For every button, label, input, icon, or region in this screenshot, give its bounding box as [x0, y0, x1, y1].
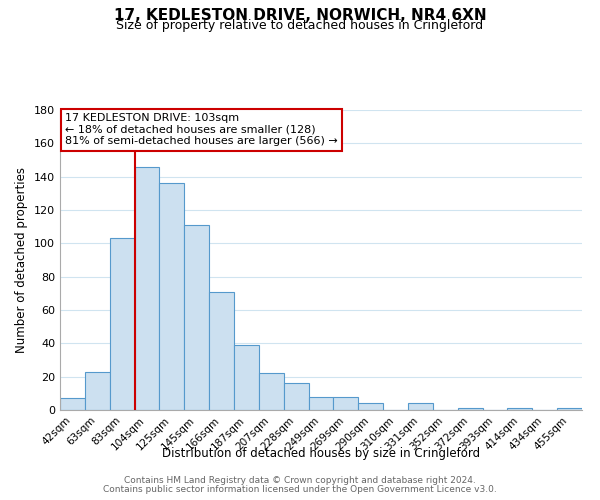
Bar	[209, 292, 234, 410]
Bar	[557, 408, 582, 410]
Bar	[308, 396, 334, 410]
Bar	[134, 166, 160, 410]
Text: Contains public sector information licensed under the Open Government Licence v3: Contains public sector information licen…	[103, 485, 497, 494]
Bar	[85, 372, 110, 410]
Bar	[259, 374, 284, 410]
Bar	[160, 184, 184, 410]
Bar	[110, 238, 134, 410]
Text: Distribution of detached houses by size in Cringleford: Distribution of detached houses by size …	[162, 448, 480, 460]
Bar	[508, 408, 532, 410]
Text: 17, KEDLESTON DRIVE, NORWICH, NR4 6XN: 17, KEDLESTON DRIVE, NORWICH, NR4 6XN	[113, 8, 487, 22]
Bar	[458, 408, 482, 410]
Text: Contains HM Land Registry data © Crown copyright and database right 2024.: Contains HM Land Registry data © Crown c…	[124, 476, 476, 485]
Text: 17 KEDLESTON DRIVE: 103sqm
← 18% of detached houses are smaller (128)
81% of sem: 17 KEDLESTON DRIVE: 103sqm ← 18% of deta…	[65, 113, 338, 146]
Bar	[60, 398, 85, 410]
Text: Size of property relative to detached houses in Cringleford: Size of property relative to detached ho…	[116, 19, 484, 32]
Bar	[234, 345, 259, 410]
Bar	[284, 384, 308, 410]
Bar	[358, 404, 383, 410]
Bar	[334, 396, 358, 410]
Bar	[408, 404, 433, 410]
Bar	[184, 225, 209, 410]
Y-axis label: Number of detached properties: Number of detached properties	[16, 167, 28, 353]
